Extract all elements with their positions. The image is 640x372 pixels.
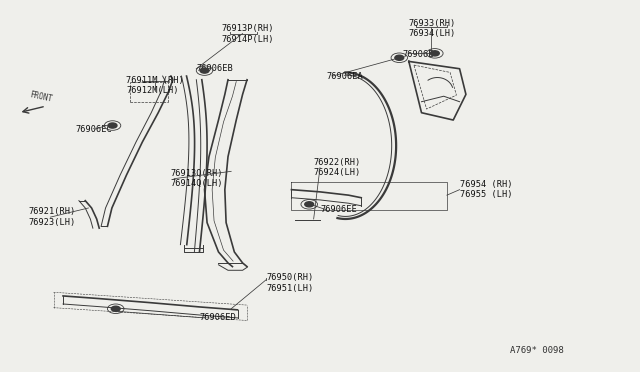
Text: 76913P(RH)
76914P(LH): 76913P(RH) 76914P(LH) (221, 24, 274, 44)
Text: 76921(RH)
76923(LH): 76921(RH) 76923(LH) (28, 208, 76, 227)
Text: 76906EC: 76906EC (76, 125, 113, 134)
Text: A769* 0098: A769* 0098 (510, 346, 564, 355)
Circle shape (108, 123, 117, 128)
Text: 76913Q(RH)
76914Q(LH): 76913Q(RH) 76914Q(LH) (171, 169, 223, 188)
Text: 76906EB: 76906EB (196, 64, 233, 73)
Text: 76906EA: 76906EA (326, 71, 363, 81)
Circle shape (305, 202, 314, 207)
Text: 76911M (RH)
76912M(LH): 76911M (RH) 76912M(LH) (127, 76, 184, 95)
Text: 76906EE: 76906EE (320, 205, 356, 214)
Text: FRONT: FRONT (29, 90, 53, 104)
Circle shape (395, 55, 404, 60)
Circle shape (111, 306, 120, 311)
Text: 76906E: 76906E (403, 49, 434, 58)
Text: 76922(RH)
76924(LH): 76922(RH) 76924(LH) (314, 158, 361, 177)
Circle shape (430, 51, 439, 56)
Text: 76954 (RH)
76955 (LH): 76954 (RH) 76955 (LH) (460, 180, 512, 199)
Text: 76906ED: 76906ED (200, 314, 236, 323)
Text: 76950(RH)
76951(LH): 76950(RH) 76951(LH) (266, 273, 314, 293)
Text: 76933(RH)
76934(LH): 76933(RH) 76934(LH) (409, 19, 456, 38)
Circle shape (200, 68, 209, 73)
